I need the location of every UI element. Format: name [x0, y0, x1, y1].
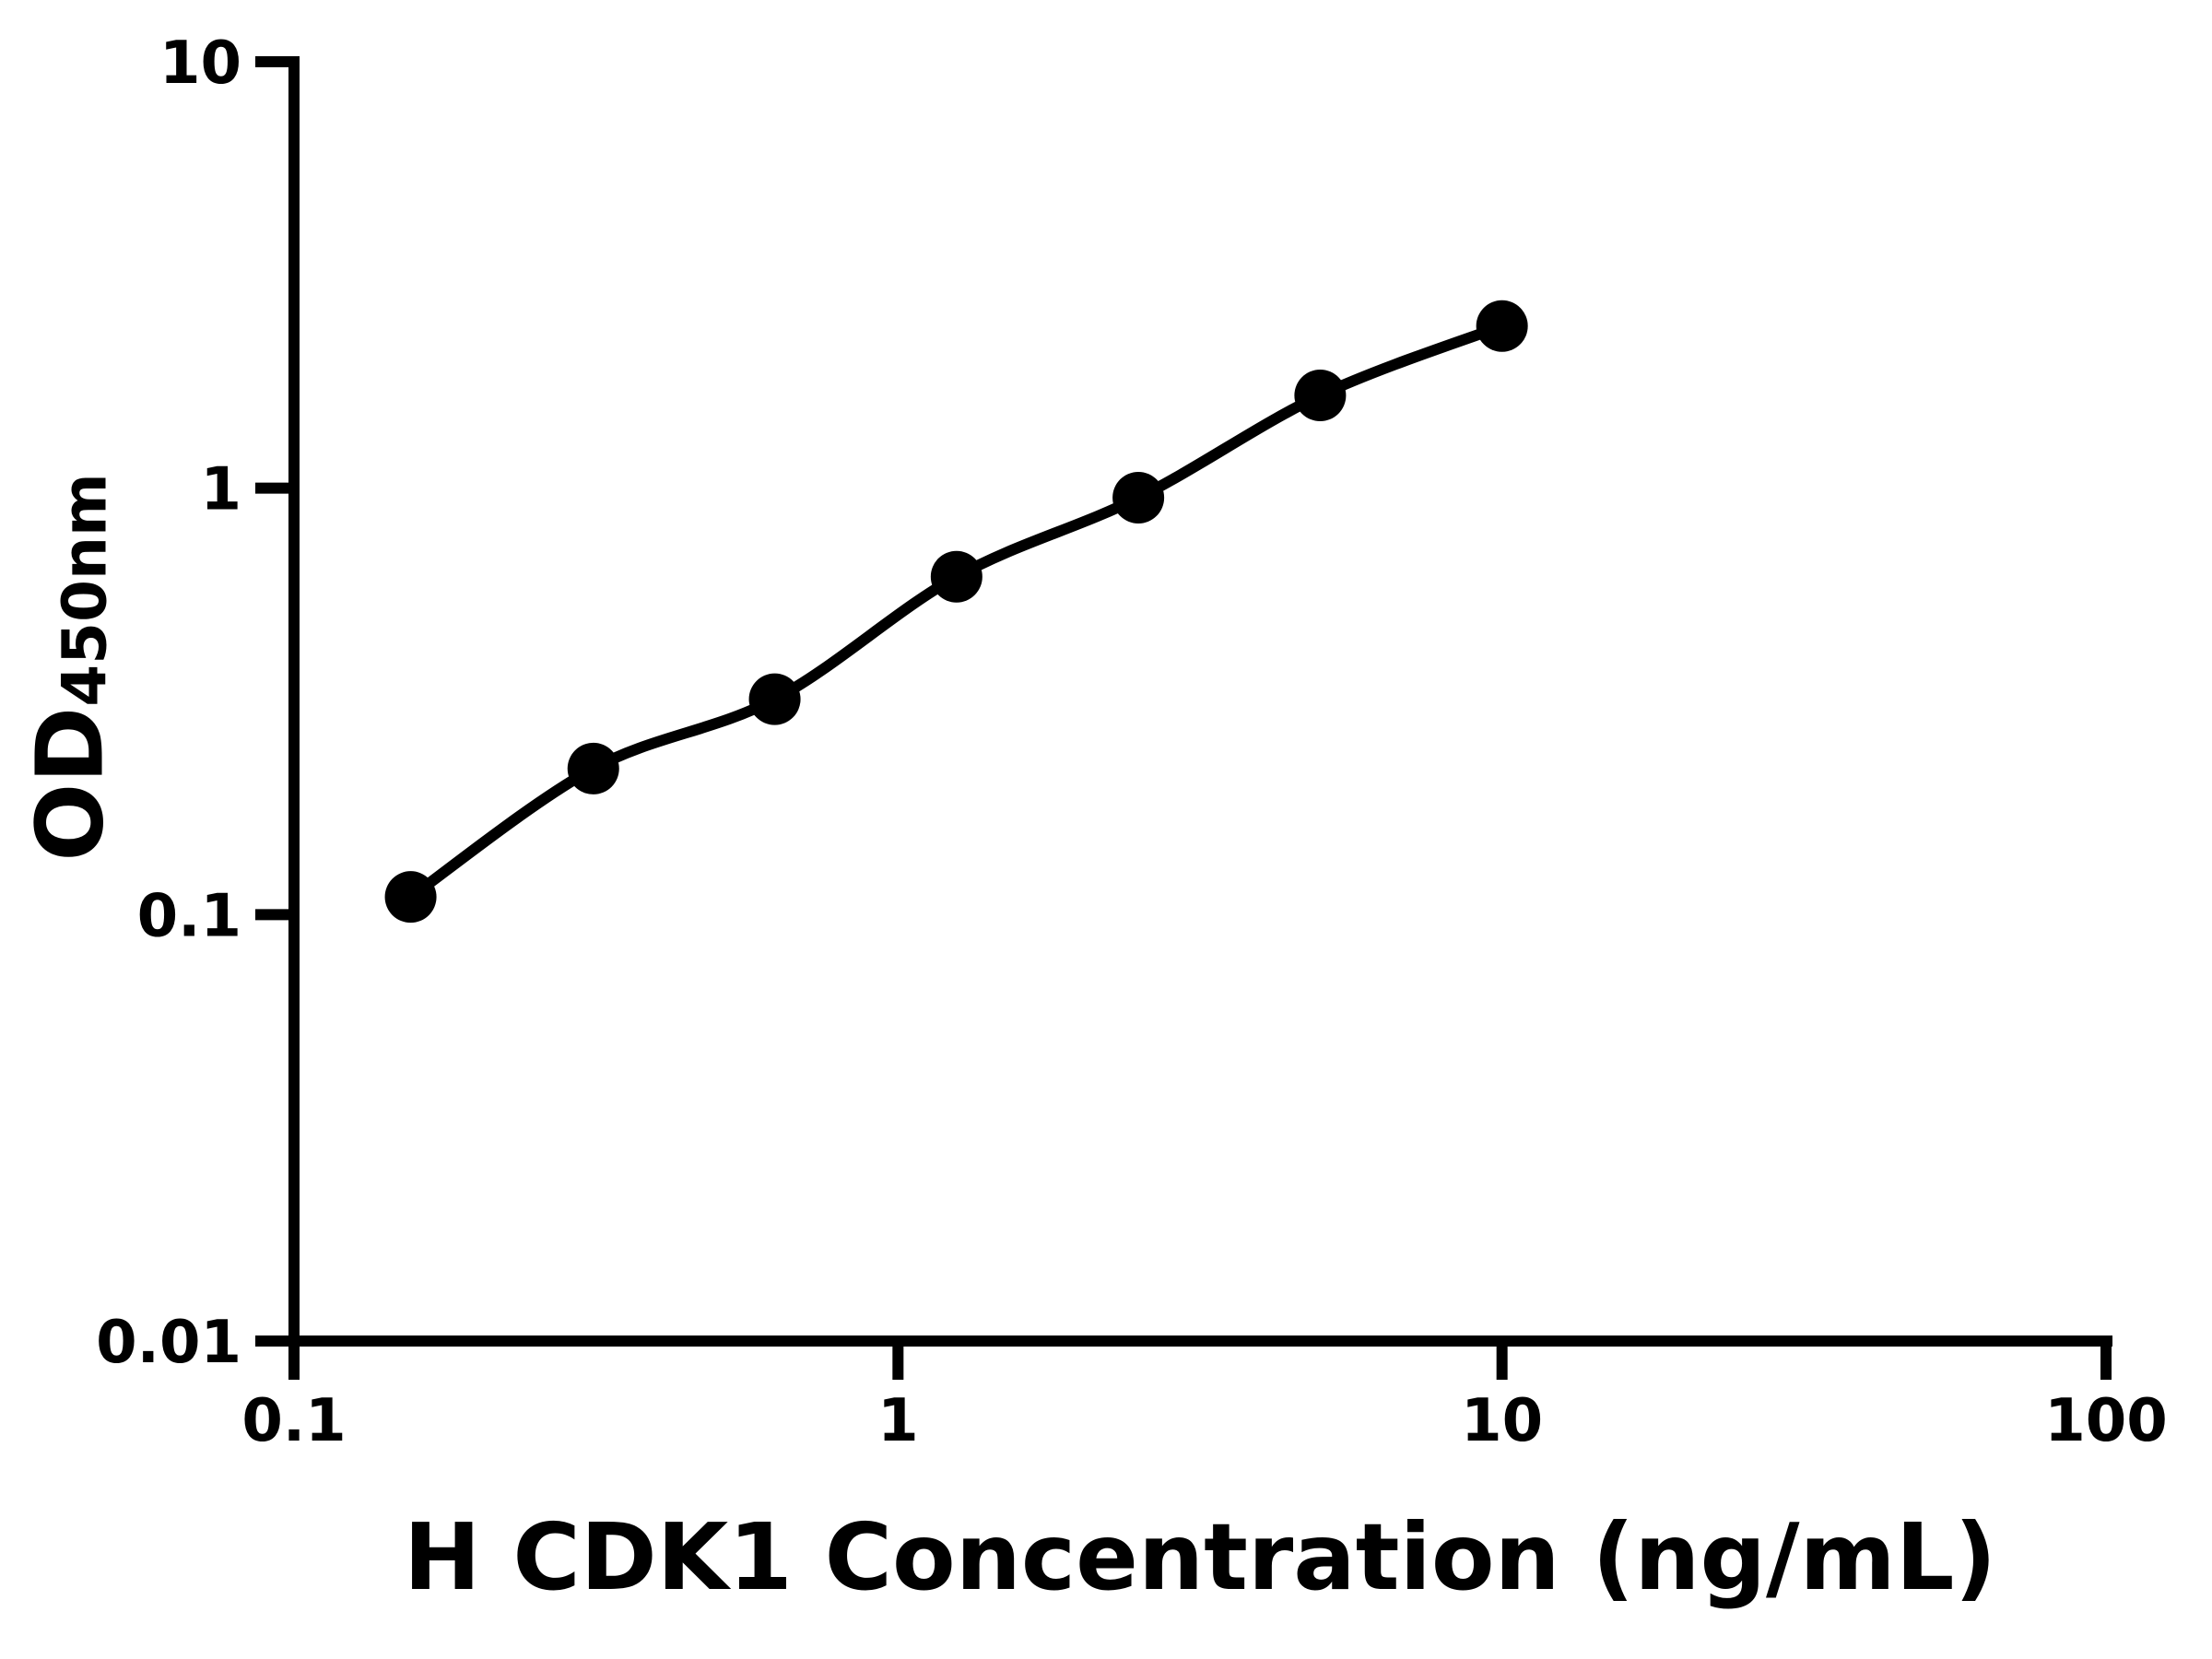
- data-point: [384, 871, 437, 924]
- y-axis-title: OD450nm: [17, 473, 124, 862]
- x-tick-label-10: 10: [1461, 1387, 1543, 1455]
- y-axis-title-subscript: 450nm: [49, 473, 121, 707]
- x-axis-title: H CDK1 Concentration (ng/mL): [403, 1503, 1997, 1611]
- y-axis-title-main: OD: [16, 706, 124, 862]
- x-tick-label-100: 100: [2044, 1387, 2168, 1455]
- data-point: [748, 673, 801, 725]
- data-point: [567, 742, 619, 794]
- data-point: [1476, 300, 1528, 352]
- x-tick-label-0.1: 0.1: [241, 1387, 346, 1455]
- y-tick-label-0.1: 0.1: [137, 882, 241, 950]
- data-point: [1294, 370, 1347, 422]
- y-tick-label-1: 1: [200, 456, 241, 524]
- y-tick-label-10: 10: [159, 29, 241, 98]
- data-point: [1112, 471, 1165, 524]
- data-point: [930, 550, 982, 603]
- x-tick-label-1: 1: [877, 1387, 919, 1455]
- y-tick-label-0.01: 0.01: [96, 1309, 241, 1377]
